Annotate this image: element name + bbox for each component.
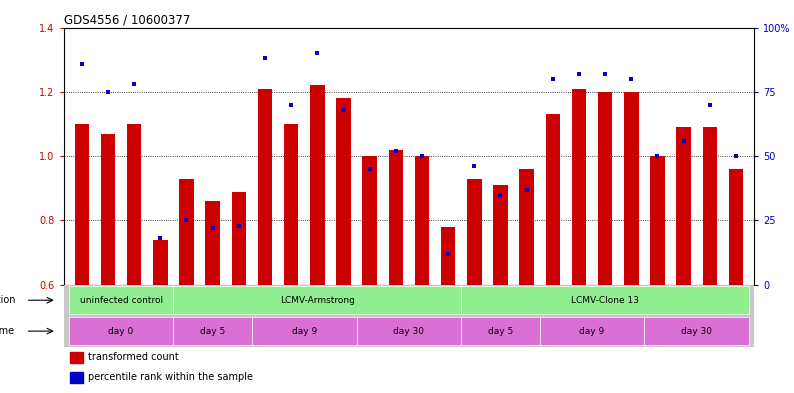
Bar: [572, 88, 586, 285]
Point: [102, 89, 114, 95]
Bar: [650, 156, 665, 285]
Point: [468, 163, 480, 170]
Bar: [173, 317, 252, 345]
Point: [703, 101, 716, 108]
Bar: [703, 127, 717, 285]
Bar: [258, 88, 272, 285]
Point: [651, 153, 664, 159]
Text: day 30: day 30: [681, 327, 712, 336]
Text: percentile rank within the sample: percentile rank within the sample: [87, 373, 252, 382]
Bar: [729, 169, 743, 285]
Text: infection: infection: [0, 295, 15, 305]
Point: [572, 71, 585, 77]
Text: time: time: [0, 326, 15, 336]
Text: LCMV-Clone 13: LCMV-Clone 13: [571, 296, 639, 305]
Text: day 5: day 5: [200, 327, 225, 336]
Point: [206, 225, 219, 231]
Point: [285, 101, 298, 108]
Bar: [388, 150, 403, 285]
Bar: [461, 317, 540, 345]
Point: [546, 76, 559, 82]
Point: [415, 153, 428, 159]
Bar: [252, 317, 357, 345]
Bar: [179, 179, 194, 285]
Bar: [75, 124, 89, 285]
Text: day 5: day 5: [488, 327, 513, 336]
Bar: [153, 240, 168, 285]
Point: [180, 217, 193, 224]
Bar: [310, 85, 325, 285]
Text: uninfected control: uninfected control: [79, 296, 163, 305]
Bar: [284, 124, 299, 285]
Point: [337, 107, 350, 113]
Point: [128, 81, 141, 87]
Bar: [71, 372, 83, 383]
Point: [625, 76, 638, 82]
Text: day 9: day 9: [291, 327, 317, 336]
Bar: [414, 156, 430, 285]
Bar: [645, 317, 749, 345]
Bar: [676, 127, 691, 285]
Bar: [206, 201, 220, 285]
Bar: [493, 185, 507, 285]
Point: [390, 148, 403, 154]
Bar: [127, 124, 141, 285]
Bar: [461, 286, 749, 314]
Bar: [624, 92, 638, 285]
Bar: [232, 191, 246, 285]
Point: [364, 166, 376, 172]
Point: [494, 192, 507, 198]
Bar: [540, 317, 645, 345]
Point: [154, 235, 167, 242]
Bar: [69, 317, 173, 345]
Point: [441, 251, 454, 257]
Text: transformed count: transformed count: [87, 353, 179, 362]
Bar: [441, 227, 455, 285]
Bar: [598, 92, 612, 285]
Point: [520, 186, 533, 193]
Bar: [71, 352, 83, 363]
Bar: [173, 286, 461, 314]
Point: [259, 55, 272, 62]
Point: [677, 138, 690, 144]
Bar: [357, 317, 461, 345]
Bar: [363, 156, 377, 285]
Bar: [467, 179, 481, 285]
Text: LCMV-Armstrong: LCMV-Armstrong: [280, 296, 355, 305]
Bar: [519, 169, 534, 285]
Text: day 9: day 9: [580, 327, 605, 336]
Point: [599, 71, 611, 77]
Point: [233, 222, 245, 229]
Text: day 0: day 0: [109, 327, 133, 336]
Text: GDS4556 / 10600377: GDS4556 / 10600377: [64, 13, 190, 26]
Bar: [101, 134, 115, 285]
Bar: [337, 98, 351, 285]
Text: day 30: day 30: [393, 327, 425, 336]
Point: [75, 61, 88, 67]
Point: [730, 153, 742, 159]
Bar: [69, 286, 173, 314]
Point: [311, 50, 324, 56]
Bar: [545, 114, 560, 285]
